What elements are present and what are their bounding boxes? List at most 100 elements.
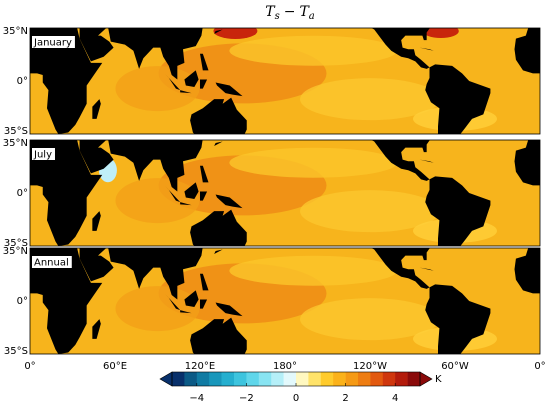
panel-label-box [32,256,72,268]
land [30,28,103,134]
colorbar-segment [333,372,346,386]
lat-label: 35°N [3,138,28,149]
lon-label: 120°E [185,361,215,372]
land [214,28,226,35]
lat-label: 0° [17,296,28,307]
colorbar-segment [358,372,371,386]
land [214,248,226,255]
colorbar-segment [172,372,185,386]
colorbar-segment [407,372,421,386]
colorbar-segment [271,372,284,386]
land [184,290,199,308]
panel-label: January [33,38,72,49]
lat-label: 35°N [3,246,28,257]
land [92,211,101,231]
colorbar-segment [246,372,260,386]
title-part: T [299,4,310,20]
colorbar-segment [234,372,247,386]
lon-label: 180° [273,361,297,372]
colorbar-tick-label: 2 [342,393,348,404]
land [200,299,208,309]
panel-label: Annual [34,258,69,269]
map-panel [30,248,540,354]
land [184,182,199,200]
colorbar-segment [184,372,198,386]
panel-border [29,139,541,247]
colorbar-tick-label: −4 [189,393,204,404]
colorbar-segment [209,372,222,386]
colorbar-segment [196,372,210,386]
land [184,70,199,88]
panel-label: July [33,150,52,161]
colorbar-segment [345,372,359,386]
lat-label: 35°N [3,26,28,37]
land [371,248,430,289]
ocean-shade [300,190,440,233]
land [180,202,192,206]
lon-label: 120°W [353,361,387,372]
ocean-shade [300,78,440,121]
panel-label-box [32,36,75,48]
land [419,47,434,51]
colorbar-segment [308,372,322,386]
colorbar-tick-label: 4 [392,393,398,404]
colorbar-segment [283,372,297,386]
land [214,140,226,147]
colorbar-unit: K [435,374,442,385]
land [30,140,103,246]
panel-border [29,27,541,135]
panel-border [29,247,541,355]
land [190,317,247,354]
land [190,97,247,134]
land [419,159,434,163]
land [514,28,540,74]
ocean-shade [229,35,398,66]
ocean-shade [300,298,440,341]
lon-label: 0° [534,361,545,372]
ocean-shade [115,286,200,332]
colorbar-segment [382,372,396,386]
land [79,28,114,62]
land [425,64,491,134]
colorbar-segment [296,372,309,386]
land [514,140,540,186]
lat-label: 35°S [4,238,28,249]
land [30,248,103,354]
land [200,53,209,71]
ocean-shade [115,66,200,112]
land [200,191,208,201]
lon-label: 0° [24,361,35,372]
land [190,209,247,246]
land [164,185,181,203]
lat-label: 0° [17,76,28,87]
colorbar-low-end [159,371,173,387]
lat-label: 0° [17,188,28,199]
land [200,79,208,89]
title-part: − [284,4,296,20]
land [215,194,243,209]
land [79,248,114,282]
colorbar-high-end [419,371,433,387]
land [164,293,181,311]
lat-label: 35°S [4,346,28,357]
colorbar-segment [395,372,408,386]
land [371,140,430,181]
land [200,165,209,183]
map-panel [30,140,540,246]
lon-label: 60°E [103,361,127,372]
land [180,90,192,94]
ocean-shade [115,178,200,224]
warm-spot [213,28,258,40]
land [215,302,243,317]
map-panel [30,28,540,134]
ocean-shade [229,147,398,178]
panel-label-box [32,148,55,160]
land [215,82,243,97]
land [79,140,114,174]
land [200,273,209,291]
colorbar-segment [258,372,272,386]
land [425,284,491,354]
colorbar-segment [221,372,235,386]
colorbar-segment [370,372,384,386]
